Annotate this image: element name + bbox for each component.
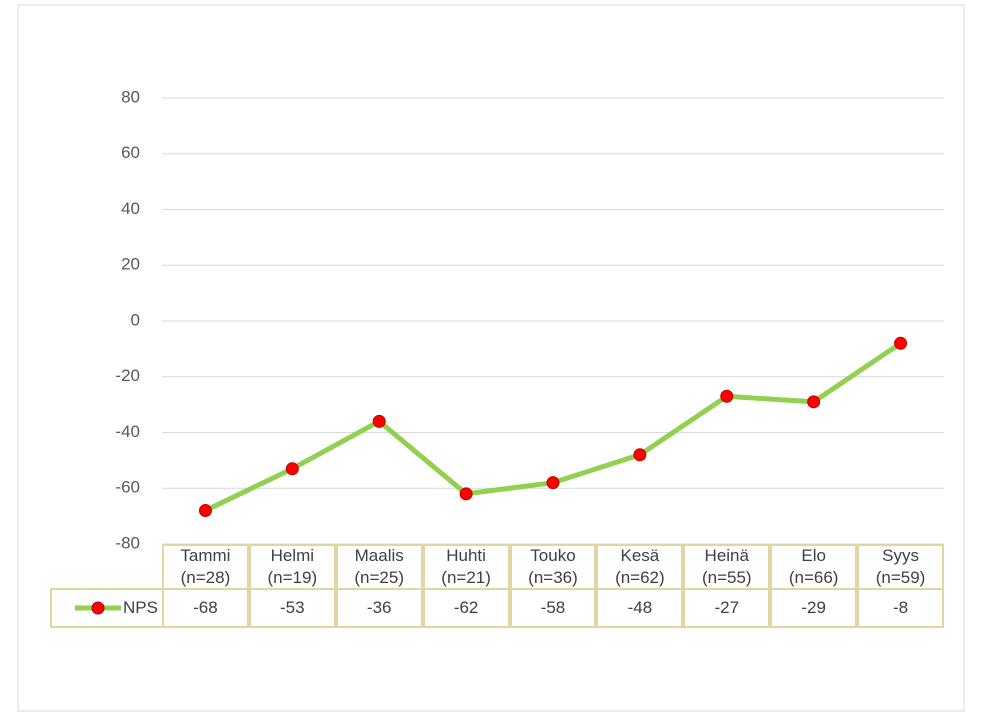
y-tick-label: -40 xyxy=(115,422,140,441)
legend-marker xyxy=(91,601,105,615)
value-cell: -68 xyxy=(162,588,249,628)
value-cell: -48 xyxy=(596,588,684,628)
y-tick-label: 60 xyxy=(121,143,140,162)
y-tick-label: -80 xyxy=(115,533,140,552)
category-cell: Touko (n=36) xyxy=(509,544,597,590)
legend-label: NPS xyxy=(123,598,158,617)
marker xyxy=(285,462,299,476)
marker xyxy=(720,389,734,403)
y-tick-label: -60 xyxy=(115,478,140,497)
value-cell: -53 xyxy=(248,588,336,628)
category-cell: Maalis (n=25) xyxy=(335,544,423,590)
value-cell: -27 xyxy=(683,588,771,628)
marker xyxy=(894,336,908,350)
marker xyxy=(807,395,821,409)
category-cell: Syys (n=59) xyxy=(857,544,944,590)
y-tick-label: 20 xyxy=(121,255,140,274)
marker xyxy=(198,504,212,518)
y-tick-label: -20 xyxy=(115,366,140,385)
category-cell: Tammi (n=28) xyxy=(162,544,249,590)
value-cell: -36 xyxy=(335,588,423,628)
marker xyxy=(372,414,386,428)
value-cell: -8 xyxy=(857,588,944,628)
marker xyxy=(459,487,473,501)
category-cell: Huhti (n=21) xyxy=(422,544,510,590)
legend-key xyxy=(75,601,122,615)
marker xyxy=(546,476,560,490)
category-cell: Helmi (n=19) xyxy=(248,544,336,590)
category-cell: Elo (n=66) xyxy=(770,544,858,590)
y-tick-label: 80 xyxy=(121,87,140,106)
value-cell: -58 xyxy=(509,588,597,628)
value-cell: -62 xyxy=(422,588,510,628)
category-cell: Heinä (n=55) xyxy=(683,544,771,590)
chart-border xyxy=(17,4,965,712)
legend-cell: NPS xyxy=(50,588,164,628)
category-cell: Kesä (n=62) xyxy=(596,544,684,590)
value-cell: -29 xyxy=(770,588,858,628)
y-tick-label: 40 xyxy=(121,199,140,218)
y-tick-label: 0 xyxy=(131,310,140,329)
marker xyxy=(633,448,647,462)
